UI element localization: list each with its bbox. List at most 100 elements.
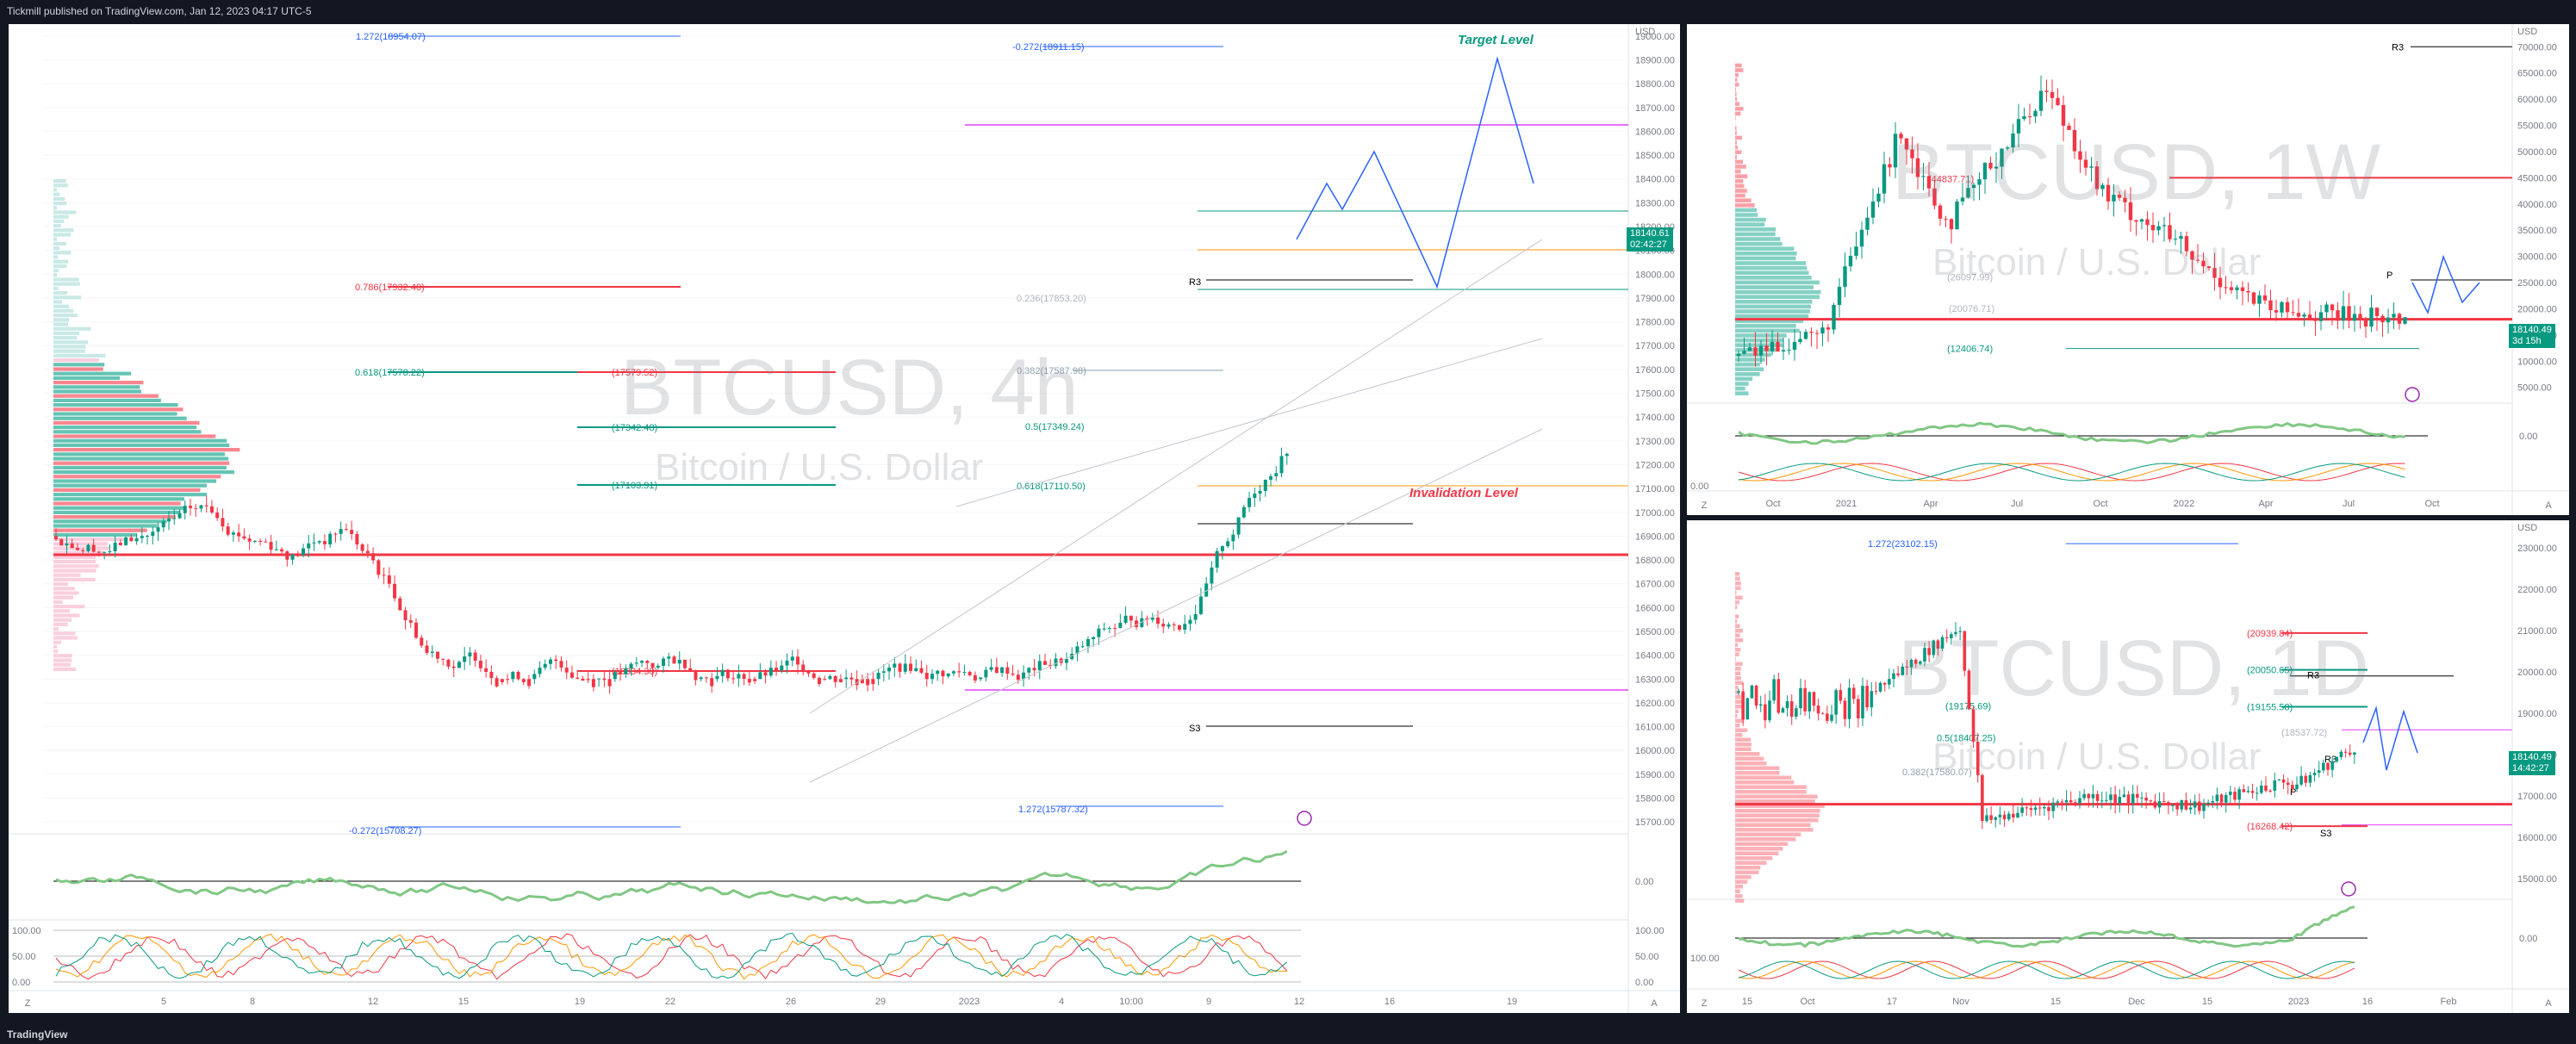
volume-profile-bar: [53, 363, 105, 367]
volume-profile-bar: [53, 420, 200, 425]
candle-body: [1848, 256, 1853, 267]
invalidation-level-label: Invalidation Level: [1409, 486, 1518, 500]
fib-label: S3: [2320, 829, 2331, 839]
candle-body: [2218, 277, 2223, 288]
candle-body: [1994, 817, 1998, 820]
volume-profile-bar: [53, 515, 176, 519]
candle-body: [2072, 129, 2077, 152]
candle-body: [2156, 226, 2161, 231]
candle-body: [194, 507, 198, 509]
rsi-line: [1738, 421, 2405, 445]
candle-body: [1971, 184, 1976, 189]
volume-profile-bar: [1735, 92, 1737, 96]
candle-body: [2118, 797, 2122, 804]
candle-body: [2386, 317, 2391, 323]
candle-body: [909, 663, 913, 671]
volume-profile-bar: [53, 613, 80, 618]
volume-profile-bar: [1735, 799, 1815, 804]
volume-profile-bar: [1735, 276, 1812, 280]
chart-4h-svg[interactable]: 19000.00 18900.00 18800.00 18700.00 18600.00…: [9, 24, 1680, 1013]
candle-body: [1921, 176, 1926, 177]
candle-body: [70, 543, 74, 549]
candle-body: [124, 537, 128, 545]
candle-body: [2341, 306, 2346, 321]
candle-body: [1994, 166, 1999, 169]
candle-body: [247, 538, 252, 542]
candle-body: [96, 551, 101, 553]
candle-body: [129, 537, 134, 542]
candle-body: [2291, 312, 2295, 314]
fib-label: R3: [1189, 277, 1201, 288]
candle-body: [2250, 791, 2255, 793]
candle-body: [973, 674, 977, 681]
candle-body: [408, 620, 413, 623]
fib-label: (16334.30): [612, 667, 657, 677]
candle-body: [1988, 163, 1993, 169]
candle-body: [1215, 550, 1219, 568]
chart-1w-panel[interactable]: 70000.00 65000.00 60000.00 55000.00 50000.00…: [1687, 24, 2569, 515]
volume-profile-bar: [1735, 222, 1765, 227]
candle-body: [1915, 158, 1920, 177]
candle-body: [2162, 225, 2167, 227]
chart-1w-svg[interactable]: 70000.00 65000.00 60000.00 55000.00 50000.00…: [1687, 24, 2569, 515]
candle-body: [1785, 701, 1789, 709]
candle-body: [1963, 631, 1967, 671]
candle-body: [1820, 327, 1825, 334]
volume-profile-bar: [1735, 237, 1781, 241]
volume-profile-bar: [1735, 875, 1752, 879]
candle-body: [2005, 147, 2010, 149]
candle-body: [1870, 691, 1874, 708]
volume-profile-bar: [53, 510, 181, 514]
candle-body: [1944, 637, 1949, 638]
volume-profile-bar: [1735, 832, 1801, 836]
candle-body: [2140, 797, 2144, 799]
candle-body: [1803, 687, 1807, 712]
y-tick-label: 55000.00: [2517, 121, 2557, 132]
candle-body: [780, 665, 784, 671]
chart-1d-panel[interactable]: 23000.00 22000.00 21000.00 20000.00 19000.00…: [1687, 520, 2569, 1013]
candle-body: [1830, 714, 1833, 721]
volume-profile-bar: [1735, 78, 1738, 82]
candle-body: [473, 652, 477, 662]
target-level-label: Target Level: [1458, 33, 1534, 47]
volume-profile-bar: [53, 403, 178, 407]
volume-profile-bar: [53, 452, 226, 457]
candle-body: [2150, 225, 2156, 231]
candle-body: [1892, 673, 1895, 680]
candle-body: [1899, 134, 1903, 139]
chart-1d-svg[interactable]: 23000.00 22000.00 21000.00 20000.00 19000.00…: [1687, 520, 2569, 1013]
candle-body: [333, 533, 338, 535]
candle-body: [1737, 691, 1740, 693]
candle-body: [1204, 583, 1209, 597]
candle-body: [118, 543, 122, 545]
candle-body: [1888, 164, 1892, 168]
y-tick-label: 15900.00: [1635, 770, 1675, 780]
volume-profile-bar: [53, 196, 65, 201]
volume-profile-bar: [1735, 686, 1739, 690]
candle-body: [1960, 197, 1965, 202]
candle-body: [2240, 287, 2245, 291]
candle-body: [2016, 119, 2021, 134]
candle-body: [1981, 774, 1984, 822]
volume-profile-bar: [53, 308, 74, 313]
candle-body: [619, 672, 623, 674]
candle-body: [280, 549, 284, 552]
candle-body: [930, 674, 934, 680]
candle-body: [350, 530, 354, 534]
fib-label: R3: [2324, 755, 2336, 765]
candle-body: [2212, 268, 2217, 278]
candle-body: [1754, 685, 1758, 706]
volume-profile-bar: [53, 273, 57, 277]
candle-body: [91, 544, 96, 552]
volume-profile-bar: [1735, 270, 1809, 275]
candle-body: [1971, 709, 1976, 742]
fib-label: P: [2290, 787, 2296, 798]
chart-4h-panel[interactable]: 19000.00 18900.00 18800.00 18700.00 18600.00…: [9, 24, 1680, 1013]
candle-body: [1135, 620, 1139, 627]
candle-body: [650, 662, 655, 668]
rsi-line: [55, 849, 1288, 904]
y-tick-label: 17800.00: [1635, 318, 1675, 328]
candle-body: [871, 679, 875, 685]
candle-body: [317, 541, 321, 543]
candle-body: [2193, 801, 2197, 808]
